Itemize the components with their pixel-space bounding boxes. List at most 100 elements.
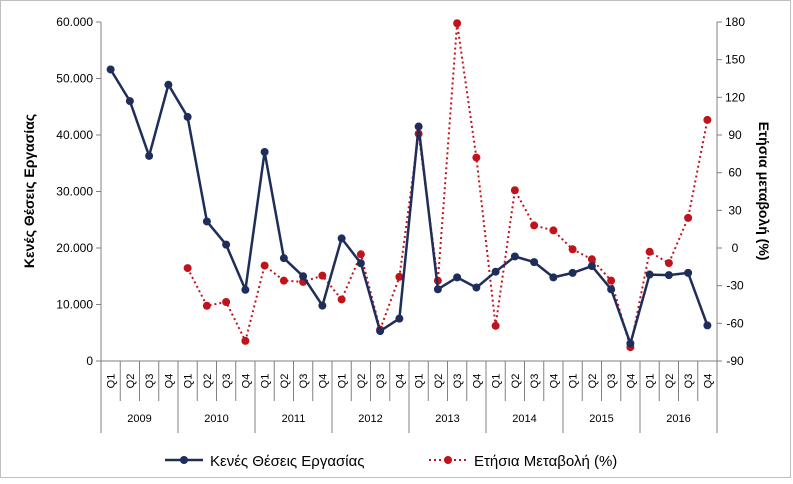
year-label: 2009: [127, 413, 151, 425]
right-tick-label: 120: [725, 90, 745, 104]
quarter-label: Q3: [144, 374, 156, 389]
annual-change-point: [279, 276, 288, 285]
legend-label-vacancies: Κενές Θέσεις Εργασίας: [210, 453, 365, 470]
annual-change-point: [395, 272, 404, 281]
year-label: 2012: [358, 413, 382, 425]
quarter-label: Q4: [625, 374, 637, 389]
annual-change-line: [186, 22, 709, 349]
annual-change-point: [202, 301, 211, 310]
annual-change-point: [568, 245, 577, 254]
annual-change-point: [491, 321, 500, 330]
left-tick-label: 40.000: [56, 128, 93, 142]
annual-change-point: [645, 247, 654, 256]
right-tick-label: 180: [725, 15, 745, 29]
quarter-label: Q4: [471, 374, 483, 389]
left-tick-label: 50.000: [56, 72, 93, 86]
vacancies-point: [395, 314, 404, 323]
vacancies-point: [664, 271, 673, 280]
legend: Κενές Θέσεις Εργασίας Ετήσια Μεταβολή (%…: [165, 453, 617, 470]
quarter-label: Q2: [125, 374, 137, 389]
vacancies-point: [433, 285, 442, 294]
left-tick-label: 10.000: [56, 298, 93, 312]
x-axis-ticks: Q1 Q2 Q3 Q4 Q1 Q2 Q3 Q4 Q1 Q2 Q3 Q4 Q1 Q2 Q3 Q4 Q1 Q2 Q3 Q4…: [100, 361, 718, 433]
vacancies-point: [299, 272, 308, 281]
annual-change-point: [510, 186, 519, 195]
chart-axes: [100, 22, 718, 362]
vacancies-point: [337, 234, 346, 243]
vacancies-point: [549, 273, 558, 282]
quarter-label: Q3: [375, 374, 387, 389]
vacancies-point: [183, 112, 192, 121]
quarter-label: Q1: [568, 374, 580, 389]
vacancies-point: [703, 321, 712, 330]
quarter-label: Q1: [260, 374, 272, 389]
vacancies-point: [106, 65, 115, 74]
legend-label-annual-change: Ετήσια Μεταβολή (%): [474, 453, 617, 470]
quarter-label: Q4: [394, 374, 406, 389]
vacancies-point: [279, 254, 288, 263]
annual-change-point: [318, 271, 327, 280]
year-label: 2013: [435, 413, 459, 425]
quarter-label: Q3: [606, 374, 618, 389]
quarter-label: Q2: [664, 374, 676, 389]
vacancies-point: [472, 283, 481, 292]
right-tick-label: 30: [728, 203, 742, 217]
quarter-label: Q1: [337, 374, 349, 389]
quarter-label: Q2: [279, 374, 291, 389]
legend-item-vacancies: Κενές Θέσεις Εργασίας: [165, 453, 365, 470]
annual-change-point: [183, 264, 192, 273]
year-label: 2014: [512, 413, 536, 425]
annual-change-point: [684, 213, 693, 222]
vacancies-point: [125, 97, 134, 106]
vacancies-point: [684, 268, 693, 277]
right-tick-label: -90: [726, 354, 744, 368]
vacancies-point: [164, 80, 173, 89]
left-tick-label: 20.000: [56, 241, 93, 255]
right-axis-ticks: -90 -60 -30 0 30 60 90 120 150 180: [717, 15, 745, 368]
quarter-label: Q2: [356, 374, 368, 389]
vacancies-point: [145, 151, 154, 160]
quarter-label: Q2: [587, 374, 599, 389]
annual-change-point: [664, 259, 673, 268]
vacancies-point: [568, 268, 577, 277]
y-axis-title: Κενές Θέσεις Εργασίας: [21, 114, 37, 268]
right-tick-label: 150: [725, 53, 745, 67]
vacancies-point: [530, 258, 539, 267]
year-label: 2016: [666, 413, 690, 425]
annual-change-point: [241, 336, 250, 345]
quarter-label: Q2: [433, 374, 445, 389]
annual-change-point: [260, 261, 269, 270]
series-layer: [106, 19, 712, 352]
vacancies-line: [109, 68, 709, 345]
left-tick-label: 60.000: [56, 15, 93, 29]
year-label: 2011: [282, 413, 306, 425]
quarter-label: Q3: [683, 374, 695, 389]
vacancies-point: [491, 267, 500, 276]
vacancies-point: [645, 270, 654, 279]
quarter-label: Q4: [548, 374, 560, 389]
annual-change-point: [587, 255, 596, 264]
right-tick-label: 90: [728, 128, 742, 142]
y2-axis-title: Ετήσια μεταβολή (%): [756, 122, 772, 261]
vacancies-point: [414, 122, 423, 131]
left-tick-label: 0: [86, 354, 93, 368]
annual-change-point: [337, 295, 346, 304]
quarter-label: Q2: [202, 374, 214, 389]
quarter-label: Q3: [221, 374, 233, 389]
annual-change-point: [549, 226, 558, 235]
vacancies-point: [202, 217, 211, 226]
quarter-label: Q4: [317, 374, 329, 389]
annual-change-point: [453, 19, 462, 28]
quarter-label: Q3: [298, 374, 310, 389]
quarter-label: Q3: [529, 374, 541, 389]
annual-change-point: [607, 276, 616, 285]
vacancies-point: [587, 262, 596, 271]
quarter-label: Q1: [183, 374, 195, 389]
annual-change-point: [530, 221, 539, 230]
right-tick-label: 0: [732, 241, 739, 255]
quarter-label: Q4: [163, 374, 175, 389]
vacancies-point: [376, 327, 385, 336]
annual-change-point: [222, 297, 231, 306]
